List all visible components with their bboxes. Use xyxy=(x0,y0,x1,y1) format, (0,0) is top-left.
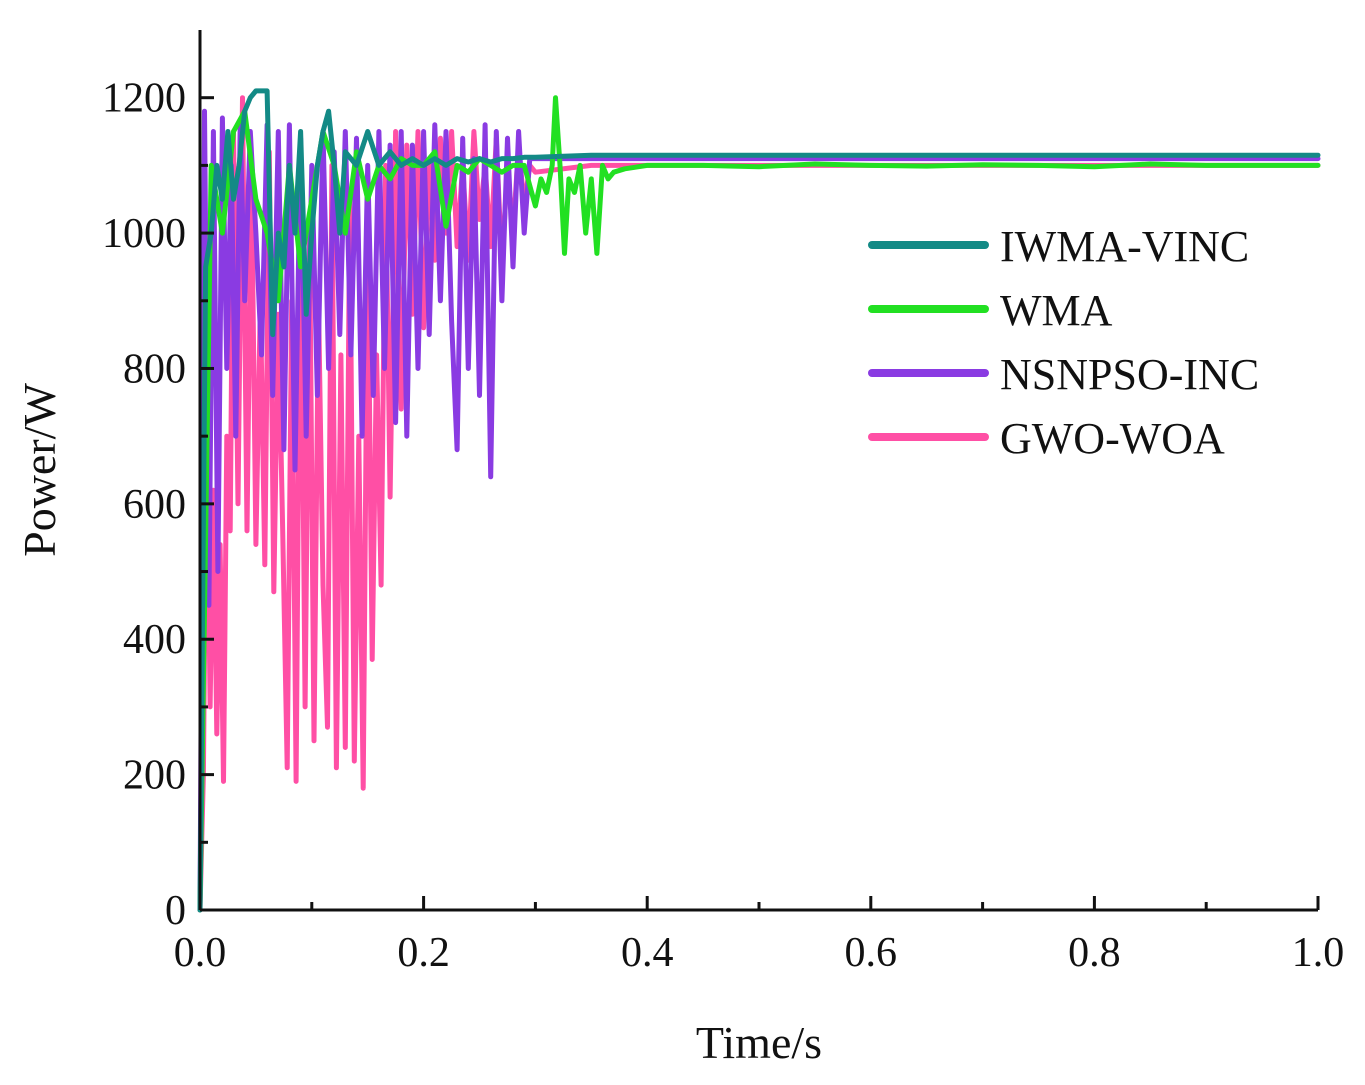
x-tick-label: 0.4 xyxy=(621,930,674,976)
legend-label-iwma-vinc: IWMA-VINC xyxy=(1000,222,1249,271)
y-tick-label: 1200 xyxy=(102,76,186,122)
x-axis-title: Time/s xyxy=(696,1017,822,1068)
series-line-iwma-vinc xyxy=(197,88,1321,913)
x-tick-label: 0.6 xyxy=(845,930,898,976)
series-layer xyxy=(197,88,1321,913)
y-tick-label: 1000 xyxy=(102,211,186,257)
y-tick-label: 0 xyxy=(165,888,186,934)
x-tick-label: 1.0 xyxy=(1292,930,1345,976)
y-tick-label: 800 xyxy=(123,346,186,392)
legend-label-wma: WMA xyxy=(1000,286,1113,335)
legend-label-gwo-woa: GWO-WOA xyxy=(1000,414,1225,463)
ticks: 0.0 0.2 0.4 0.6 0.8 1.0 0 200 400 600 800 1000 1200 xyxy=(102,76,1344,976)
y-tick-label: 400 xyxy=(123,617,186,663)
legend: IWMA-VINC WMA NSNPSO-INC GWO-WOA xyxy=(868,222,1259,463)
y-tick-label: 600 xyxy=(123,482,186,528)
y-tick-label: 200 xyxy=(123,753,186,799)
x-tick-label: 0.8 xyxy=(1068,930,1121,976)
x-tick-label: 0.2 xyxy=(397,930,450,976)
x-tick-label: 0.0 xyxy=(174,930,227,976)
series-line-wma xyxy=(197,95,1321,913)
y-axis-title: Power/W xyxy=(14,383,65,557)
legend-label-nsnpso-inc: NSNPSO-INC xyxy=(1000,350,1259,399)
